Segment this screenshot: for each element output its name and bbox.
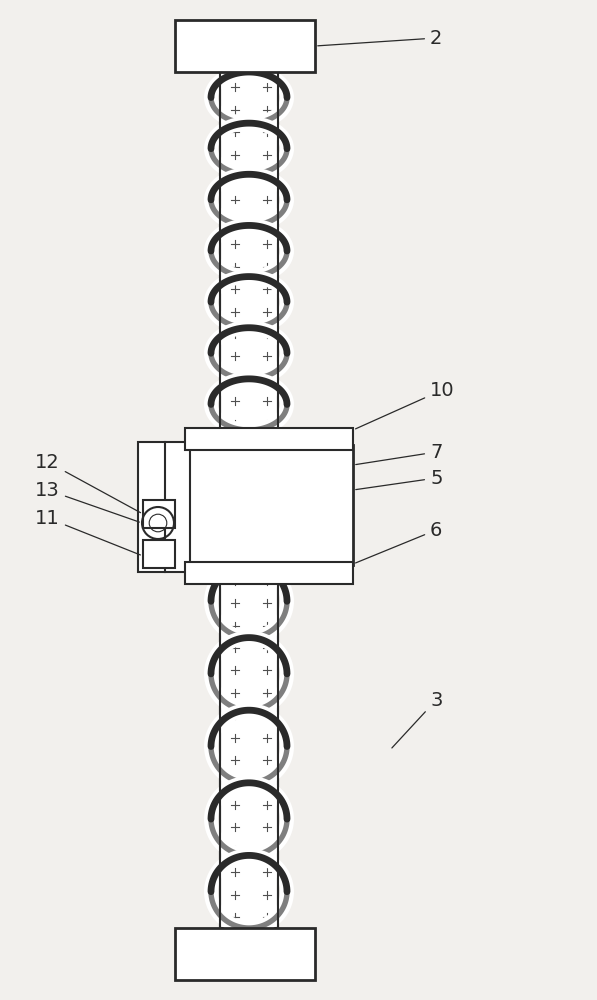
Text: 3: 3 — [392, 690, 442, 748]
Text: 6: 6 — [356, 520, 442, 563]
Bar — [138, 442, 190, 572]
Text: 12: 12 — [35, 452, 140, 513]
Bar — [185, 428, 353, 450]
Bar — [175, 20, 315, 72]
Bar — [143, 500, 175, 528]
Text: 7: 7 — [356, 442, 442, 465]
Text: 2: 2 — [318, 28, 442, 47]
Bar — [185, 562, 353, 584]
Text: 11: 11 — [35, 508, 140, 555]
Text: 13: 13 — [35, 481, 139, 522]
Bar — [185, 445, 353, 565]
Bar — [175, 928, 315, 980]
Text: 5: 5 — [356, 468, 442, 490]
Text: 10: 10 — [356, 380, 455, 429]
Bar — [220, 72, 278, 928]
Bar — [143, 540, 175, 568]
